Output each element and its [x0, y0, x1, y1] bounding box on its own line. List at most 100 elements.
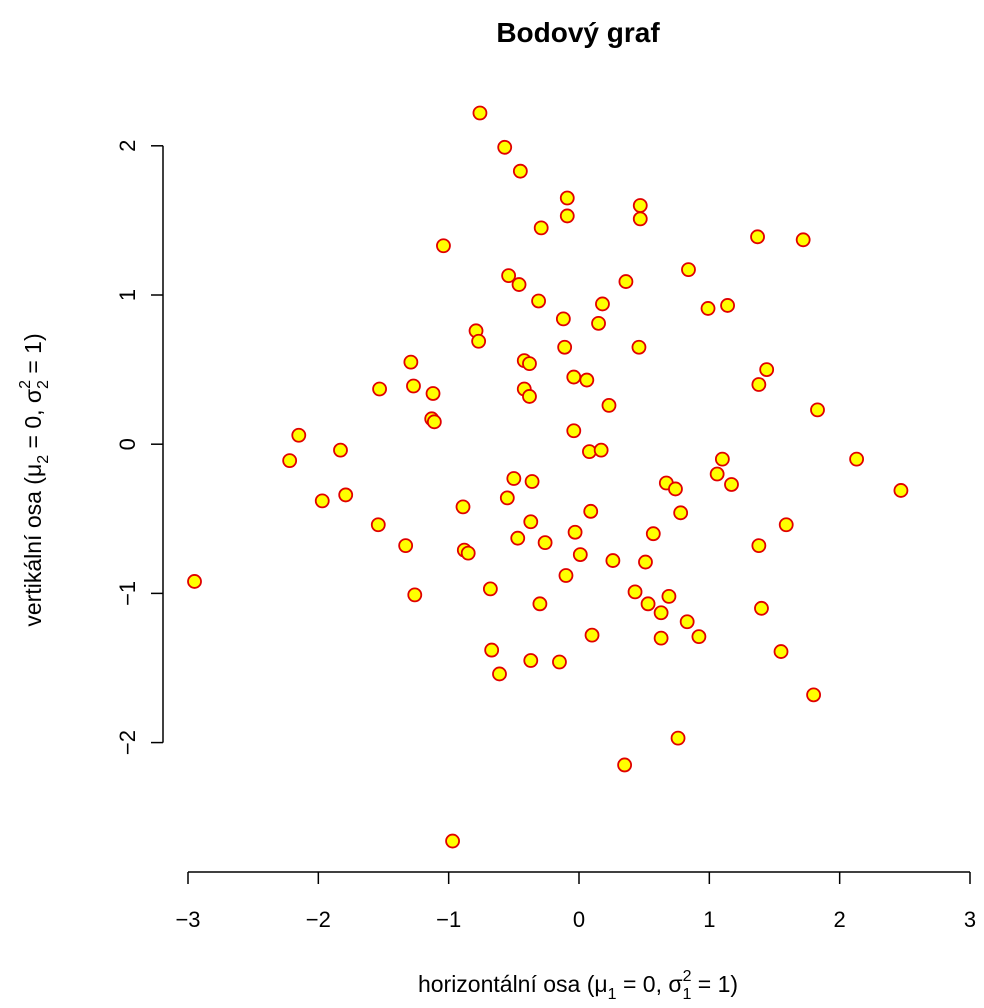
data-point	[523, 653, 539, 668]
data-point	[668, 481, 683, 497]
data-point	[403, 354, 419, 370]
data-point	[810, 402, 825, 418]
data-point	[605, 553, 621, 568]
data-point	[455, 499, 471, 515]
x-tick-label: −2	[306, 907, 331, 932]
data-point	[670, 730, 686, 746]
data-point	[510, 530, 526, 546]
x-tick-label: 0	[573, 907, 585, 932]
data-point	[714, 451, 730, 467]
data-point	[406, 378, 421, 394]
data-point	[709, 466, 725, 482]
data-point	[572, 547, 588, 562]
data-point	[591, 315, 606, 331]
data-point	[691, 629, 707, 645]
x-tick-label: 2	[834, 907, 846, 932]
data-point	[653, 605, 669, 621]
data-point	[555, 311, 571, 327]
data-point	[566, 423, 582, 439]
data-point	[720, 298, 735, 313]
data-point	[522, 356, 537, 372]
data-point	[751, 377, 767, 392]
data-point	[795, 232, 811, 248]
data-point	[583, 503, 599, 519]
data-point	[751, 538, 767, 554]
data-point	[511, 277, 527, 292]
data-point	[631, 339, 647, 355]
data-point	[460, 545, 476, 561]
x-axis-label: horizontální osa (μ1 = 0, σ2 1 = 1)	[418, 968, 738, 1003]
y-tick-label: 1	[115, 289, 140, 301]
data-point	[370, 517, 386, 533]
y-tick-label: −2	[115, 730, 140, 755]
data-point	[559, 208, 575, 224]
data-point	[632, 211, 648, 227]
data-point	[426, 414, 442, 430]
data-point	[291, 427, 307, 443]
data-point	[558, 568, 574, 583]
data-point	[724, 477, 739, 492]
data-point	[522, 389, 537, 404]
y-axis: −2 −1 0 1 2	[115, 140, 164, 755]
data-point	[533, 220, 549, 236]
x-tick-label: −3	[175, 907, 200, 932]
data-point	[482, 581, 498, 597]
data-point	[372, 381, 387, 397]
data-point	[618, 274, 634, 289]
data-point	[425, 386, 441, 401]
data-point	[893, 483, 909, 498]
data-point	[338, 487, 354, 503]
data-point	[333, 442, 348, 458]
data-point	[557, 339, 573, 355]
data-point	[601, 398, 617, 413]
data-point	[407, 587, 423, 603]
data-point	[567, 524, 583, 540]
data-point	[645, 526, 661, 542]
data-point	[484, 642, 500, 658]
data-point	[653, 630, 669, 646]
data-point	[750, 229, 765, 245]
data-point	[627, 584, 643, 600]
data-point	[617, 757, 633, 773]
data-point	[593, 442, 609, 458]
data-point	[472, 105, 488, 121]
data-point	[673, 505, 689, 521]
y-tick-label: −1	[115, 581, 140, 606]
data-point	[524, 474, 540, 489]
data-point	[595, 296, 610, 312]
data-point	[806, 687, 821, 703]
data-point	[579, 372, 595, 388]
x-axis: −3 −2 −1 0 1 2 3	[175, 871, 976, 932]
data-point	[314, 493, 330, 509]
data-point	[282, 453, 298, 469]
data-points	[187, 105, 909, 849]
data-point	[681, 262, 696, 278]
data-point	[552, 654, 567, 670]
data-point	[537, 535, 553, 551]
chart-title: Bodový graf	[496, 17, 660, 48]
data-point	[661, 588, 677, 604]
data-point	[492, 666, 507, 682]
x-tick-label: 1	[703, 907, 715, 932]
data-point	[445, 833, 460, 849]
y-tick-label: 0	[115, 438, 140, 450]
data-point	[523, 514, 539, 530]
data-point	[436, 238, 451, 254]
data-point	[499, 490, 515, 506]
data-point	[640, 596, 656, 612]
y-axis-label: vertikální osa (μ2 = 0, σ22 = 1)	[17, 333, 52, 626]
data-point	[759, 362, 775, 377]
data-point	[679, 614, 695, 630]
data-point	[187, 574, 202, 589]
data-point	[700, 301, 716, 316]
data-point	[638, 554, 653, 570]
data-point	[584, 627, 600, 643]
data-point	[559, 190, 575, 206]
data-point	[398, 538, 414, 554]
y-tick-label: 2	[115, 140, 140, 152]
data-point	[501, 268, 517, 284]
data-point	[632, 198, 648, 213]
data-point	[512, 163, 528, 179]
data-point	[531, 293, 546, 309]
